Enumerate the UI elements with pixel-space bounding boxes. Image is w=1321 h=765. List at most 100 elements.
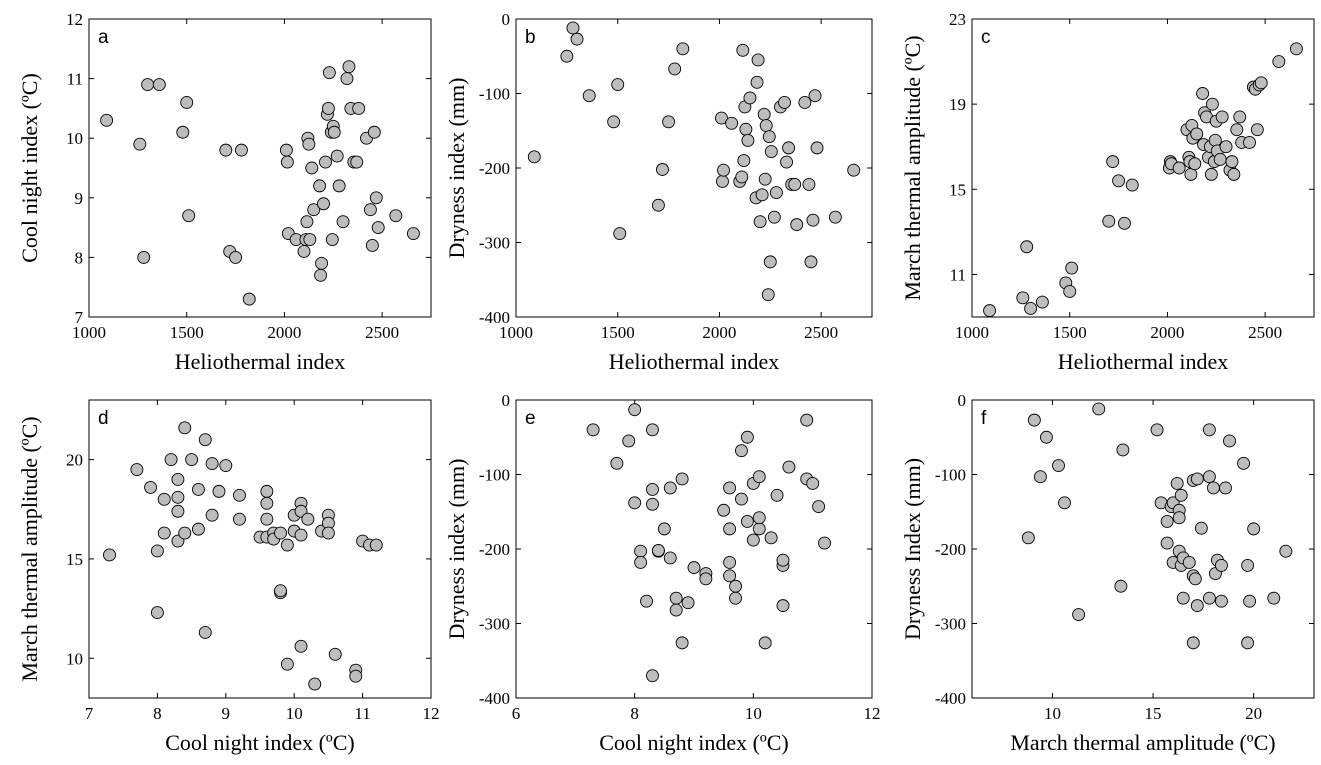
- panel-a: 1000 1500 2000 2500 7 8 9 10 11 12 Heliothermal in…: [17, 10, 432, 374]
- y-tick-label: -400: [935, 689, 966, 708]
- data-point: [349, 669, 363, 683]
- y-tick-label: 7: [75, 308, 84, 327]
- x-axis-label: Heliothermal index: [175, 349, 345, 374]
- data-point: [762, 130, 776, 144]
- y-axis-label: March thermal amplitude (ºC): [17, 416, 42, 681]
- data-point: [736, 43, 750, 57]
- data-point: [191, 522, 205, 536]
- data-point: [389, 209, 403, 223]
- data-point: [178, 526, 192, 540]
- x-axis-label: Heliothermal index: [1058, 349, 1228, 374]
- plot-frame: [971, 18, 1315, 318]
- x-tick-label: 10: [1044, 704, 1061, 723]
- data-point: [371, 221, 385, 235]
- plot-frame: [88, 399, 432, 699]
- data-point: [717, 503, 731, 517]
- x-tick-label: 1500: [170, 323, 204, 342]
- data-point: [739, 122, 753, 136]
- y-tick-label: 12: [66, 10, 83, 29]
- panel-letter: c: [981, 27, 991, 48]
- data-point: [274, 584, 287, 598]
- data-point: [185, 453, 199, 467]
- data-point: [582, 89, 596, 103]
- data-point: [646, 497, 659, 511]
- data-point: [171, 504, 185, 518]
- data-point: [144, 480, 158, 494]
- data-point: [634, 544, 648, 558]
- y-tick-label: -300: [479, 615, 510, 634]
- data-point: [1052, 459, 1065, 473]
- data-point: [297, 244, 311, 258]
- data-point: [330, 149, 344, 163]
- data-point: [758, 172, 772, 186]
- data-point: [758, 636, 772, 650]
- data-point: [1241, 636, 1255, 650]
- panel-letter: d: [98, 408, 109, 429]
- data-point: [233, 512, 246, 526]
- data-point: [1172, 511, 1186, 525]
- data-point: [198, 433, 212, 447]
- data-point: [171, 490, 185, 504]
- data-point: [570, 32, 584, 46]
- data-point: [1208, 133, 1222, 147]
- y-tick-label: 9: [75, 189, 84, 208]
- x-tick-label: 15: [1145, 704, 1162, 723]
- data-point: [759, 119, 773, 132]
- panel-b: 1000 1500 2000 2500 -400 -300 -200 -100 0 Helioth…: [444, 10, 873, 374]
- data-point: [103, 548, 116, 562]
- data-point: [622, 434, 636, 448]
- data-point: [527, 150, 541, 164]
- data-point: [100, 113, 114, 127]
- data-point: [340, 72, 354, 86]
- data-point: [198, 625, 212, 639]
- data-point: [716, 174, 729, 188]
- x-tick-label: 12: [423, 704, 440, 723]
- data-point: [1267, 591, 1281, 605]
- data-point: [776, 553, 790, 567]
- data-point: [1215, 558, 1228, 572]
- data-point: [763, 255, 777, 269]
- y-tick-label: 11: [950, 265, 966, 284]
- data-point: [1202, 470, 1216, 484]
- data-point: [715, 111, 728, 125]
- data-point: [328, 647, 342, 661]
- x-tick-label: 12: [864, 704, 881, 723]
- x-tick-label: 1500: [601, 323, 635, 342]
- data-point: [628, 496, 642, 510]
- data-point: [729, 591, 742, 605]
- data-point: [1035, 295, 1049, 309]
- y-tick-label: -300: [479, 234, 510, 253]
- data-point: [750, 75, 764, 89]
- data-point: [336, 215, 350, 229]
- data-point: [301, 512, 315, 526]
- y-axis-label: March thermal amplitude (ºC): [900, 35, 925, 300]
- data-point: [798, 95, 812, 109]
- data-point: [752, 511, 766, 525]
- data-point: [983, 304, 997, 318]
- data-point: [205, 457, 219, 471]
- plot-frame: [88, 18, 432, 318]
- x-tick-label: 6: [512, 704, 521, 723]
- data-point: [740, 514, 754, 528]
- data-point: [1190, 127, 1204, 141]
- data-point: [740, 430, 754, 444]
- data-point: [219, 143, 233, 157]
- x-tick-label: 8: [153, 704, 162, 723]
- data-point: [1213, 153, 1227, 166]
- panel-c: 1000 1500 2000 2500 11 15 19 23 Heliothermal ind…: [900, 10, 1315, 374]
- data-point: [1033, 470, 1047, 484]
- data-point: [1160, 514, 1174, 528]
- data-point: [369, 538, 383, 552]
- data-point: [662, 115, 676, 129]
- x-tick-label: 8: [630, 704, 639, 723]
- data-point: [133, 137, 147, 151]
- data-point: [1250, 123, 1264, 137]
- y-tick-label: 15: [949, 180, 966, 199]
- data-point: [761, 288, 775, 302]
- data-point: [212, 484, 226, 498]
- data-point: [729, 579, 742, 593]
- data-point: [280, 657, 294, 671]
- data-point: [788, 177, 802, 191]
- data-point: [770, 488, 784, 502]
- data-point: [280, 538, 294, 552]
